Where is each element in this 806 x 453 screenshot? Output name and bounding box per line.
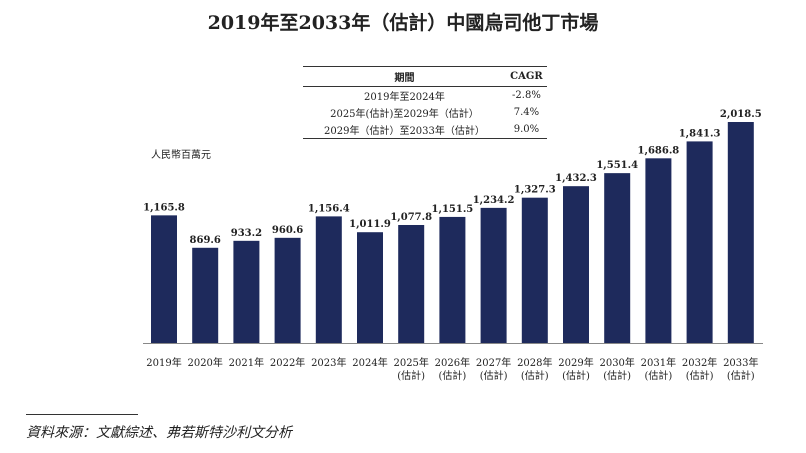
period: 2019年至2024年: [364, 92, 445, 103]
bar: [563, 186, 589, 343]
bar: [727, 122, 754, 343]
x-tick-label: 2023年: [311, 356, 346, 369]
bar: [439, 216, 466, 343]
source-divider: [26, 414, 138, 415]
x-tick-sublabel: (估計): [521, 369, 549, 382]
cagr-row: 2029年（估計）至2033年（估計） 9.0%: [303, 121, 547, 139]
x-tick-sublabel: (估計): [644, 369, 672, 382]
x-tick-label: 2028年: [517, 356, 552, 369]
x-tick-sublabel: (估計): [562, 369, 590, 382]
period: 2029年（估計）至2033年（估計）: [324, 126, 485, 137]
x-tick-sublabel: (估計): [438, 369, 466, 382]
data-label: 1,841.3: [679, 128, 721, 139]
x-tick-sublabel: (估計): [686, 369, 714, 382]
bar: [480, 207, 507, 343]
data-label: 960.6: [272, 225, 303, 236]
bar: [645, 158, 672, 343]
data-label: 2,018.5: [720, 109, 762, 120]
x-tick-sublabel: (估計): [397, 369, 425, 382]
x-tick-label: 2032年: [682, 356, 717, 369]
bar: [357, 232, 383, 343]
bar: [604, 173, 631, 343]
x-tick-label: 2022年: [270, 356, 305, 369]
data-label: 1,234.2: [473, 195, 515, 206]
bar: [686, 141, 713, 343]
x-tick-label: 2025年: [393, 356, 428, 369]
x-tick-label: 2024年: [352, 356, 387, 369]
data-label: 1,432.3: [555, 173, 597, 184]
cagr-value: 7.4%: [513, 107, 540, 118]
data-label: 1,165.8: [143, 202, 185, 213]
x-tick-label: 2021年: [229, 356, 264, 369]
x-tick-sublabel: (估計): [480, 369, 508, 382]
x-tick-label: 2030年: [599, 356, 634, 369]
cagr-header-row: 期間 CAGR: [303, 66, 547, 87]
cagr-row: 2025年(估計)至2029年（估計） 7.4%: [303, 104, 547, 121]
data-label: 869.6: [190, 235, 221, 246]
data-label: 1,151.5: [432, 204, 474, 215]
data-label: 1,686.8: [638, 145, 680, 156]
data-label: 1,551.4: [596, 160, 638, 171]
x-tick-label: 2020年: [187, 356, 222, 369]
x-tick-label: 2031年: [641, 356, 676, 369]
cagr-value: 9.0%: [513, 124, 540, 135]
x-tick-label: 2026年: [435, 356, 470, 369]
chart-title: 2019年至2033年（估計）中國烏司他丁市場: [207, 12, 599, 34]
cagr-header: CAGR: [505, 66, 547, 87]
x-tick-label: 2019年: [146, 356, 181, 369]
x-tick-label: 2029年: [558, 356, 593, 369]
data-label: 1,156.4: [308, 203, 350, 214]
data-label: 1,011.9: [349, 219, 391, 230]
source-note: 資料來源：文獻綜述、弗若斯特沙利文分析: [26, 425, 292, 441]
cagr-table: 期間 CAGR 2019年至2024年 -2.8% 2025年(估計)至2029年…: [303, 66, 547, 139]
cagr-row: 2019年至2024年 -2.8%: [303, 87, 547, 105]
data-label: 1,077.8: [390, 212, 432, 223]
period: 2025年(估計)至2029年（估計）: [330, 109, 479, 120]
bar: [192, 247, 219, 343]
data-label: 1,327.3: [514, 185, 556, 196]
bar: [151, 215, 177, 343]
bar: [521, 197, 548, 343]
x-tick-sublabel: (估計): [603, 369, 631, 382]
data-label: 933.2: [231, 228, 262, 239]
bar: [315, 216, 342, 343]
cagr-value: -2.8%: [512, 90, 541, 101]
period-header: 期間: [303, 66, 506, 87]
bar: [274, 237, 301, 343]
bar: [233, 240, 260, 343]
x-tick-sublabel: (估計): [727, 369, 755, 382]
y-axis-unit-label: 人民幣百萬元: [151, 150, 211, 161]
x-tick-label: 2033年: [723, 356, 758, 369]
x-tick-label: 2027年: [476, 356, 511, 369]
bar: [398, 224, 425, 343]
